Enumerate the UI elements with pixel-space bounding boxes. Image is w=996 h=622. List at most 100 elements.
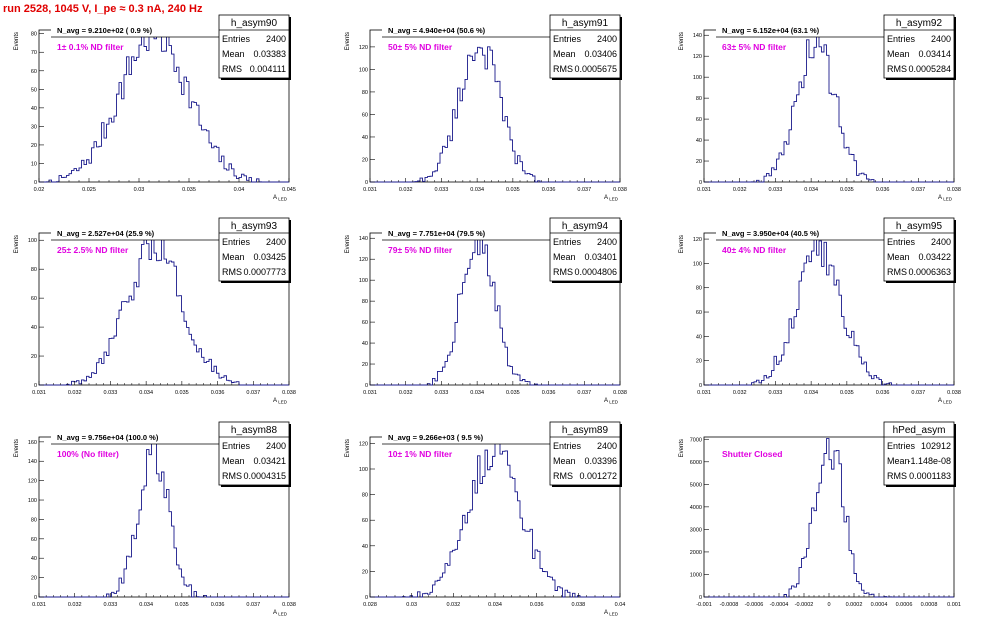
stats-rms-value: 0.0007773 — [243, 267, 286, 277]
x-axis-label: A LED — [604, 398, 619, 405]
y-tick-label: 60 — [696, 310, 702, 316]
x-tick-label: 0.038 — [282, 602, 296, 608]
x-tick-label: 0.032 — [68, 390, 82, 396]
stats-title: hPed_asym — [893, 425, 946, 436]
filter-annotation: 63± 5% ND filter — [722, 42, 787, 52]
y-tick-label: 40 — [362, 341, 368, 347]
panel-h_asym92: 0.031 0.032 0.033 0.034 0.035 0.036 0.037 0.038… — [679, 14, 961, 202]
y-axis-label: Events — [14, 235, 20, 253]
x-tick-label: 0.04 — [234, 187, 245, 193]
x-tick-label: 0.037 — [246, 602, 260, 608]
histogram-line — [39, 234, 289, 386]
y-tick-label: 60 — [31, 296, 37, 302]
y-tick-label: 100 — [28, 238, 37, 244]
stats-mean-value: -1.148e-08 — [907, 456, 951, 466]
y-tick-label: 80 — [31, 517, 37, 523]
y-tick-label: 30 — [31, 124, 37, 130]
x-tick-label: 0.0008 — [921, 602, 938, 608]
x-tick-label: 0.02 — [34, 187, 45, 193]
x-tick-label: 0.03 — [406, 602, 417, 608]
navg-box — [382, 432, 557, 444]
y-tick-label: 120 — [693, 237, 702, 243]
x-tick-label: 0.035 — [840, 187, 854, 193]
y-tick-label: 100 — [359, 278, 368, 284]
x-tick-label: 0.034 — [488, 602, 502, 608]
y-tick-label: 0 — [699, 180, 702, 186]
stats-entries-value: 2400 — [597, 441, 617, 451]
stats-entries-value: 102912 — [921, 441, 951, 451]
stats-mean-label: Mean — [887, 456, 910, 466]
x-tick-label: -0.001 — [696, 602, 712, 608]
x-tick-label: 0.035 — [182, 187, 196, 193]
filter-annotation: 1± 0.1% ND filter — [57, 42, 124, 52]
filter-annotation: 40± 4% ND filter — [722, 245, 787, 255]
x-tick-label: 0.037 — [911, 187, 925, 193]
x-tick-label: 0.001 — [947, 602, 961, 608]
y-tick-label: 0 — [365, 383, 368, 389]
x-tick-label: -0.0002 — [795, 602, 814, 608]
stats-rms-label: RMS — [887, 64, 907, 74]
stats-entries-label: Entries — [887, 441, 916, 451]
stats-rms-value: 0.0006363 — [908, 267, 951, 277]
x-tick-label: 0.037 — [246, 390, 260, 396]
y-tick-label: 120 — [693, 54, 702, 60]
stats-mean-label: Mean — [553, 49, 576, 59]
x-axis-label-subscript: LED — [942, 400, 953, 405]
y-tick-label: 3000 — [690, 527, 702, 533]
y-tick-label: 100 — [693, 75, 702, 81]
stats-box — [218, 14, 290, 79]
y-tick-label: 4000 — [690, 505, 702, 511]
navg-label: N_avg = 9.210e+02 ( 0.9 %) — [57, 26, 153, 35]
panel-h_asym93: 0.031 0.032 0.033 0.034 0.035 0.036 0.037 0.038… — [14, 217, 296, 405]
stats-mean-label: Mean — [222, 456, 245, 466]
x-tick-label: 0.031 — [32, 390, 46, 396]
stats-title: h_asym93 — [231, 221, 278, 232]
y-tick-label: 140 — [28, 459, 37, 465]
stats-rms-value: 0.004111 — [250, 64, 286, 74]
x-tick-label: 0.034 — [804, 390, 818, 396]
x-tick-label: 0.036 — [542, 187, 556, 193]
y-tick-label: 7000 — [690, 437, 702, 443]
y-tick-label: 2000 — [690, 550, 702, 556]
x-axis-label-subscript: LED — [942, 197, 953, 202]
x-axis-label: A LED — [273, 610, 288, 617]
x-axis-label-subscript: LED — [608, 400, 619, 405]
x-tick-label: 0.036 — [876, 390, 890, 396]
navg-box — [716, 25, 891, 37]
x-tick-label: 0.038 — [947, 390, 961, 396]
x-axis-label: A LED — [273, 195, 288, 202]
x-tick-label: 0.032 — [733, 187, 747, 193]
stats-box — [218, 217, 290, 282]
x-tick-label: 0.033 — [769, 187, 783, 193]
x-axis-label-subscript: LED — [277, 197, 288, 202]
x-tick-label: 0.036 — [542, 390, 556, 396]
y-tick-label: 40 — [696, 138, 702, 144]
x-tick-label: 0.031 — [363, 187, 377, 193]
stats-mean-label: Mean — [553, 456, 576, 466]
y-tick-label: 60 — [696, 117, 702, 123]
x-tick-label: 0.036 — [876, 187, 890, 193]
y-tick-label: 140 — [693, 33, 702, 39]
x-tick-label: 0.034 — [470, 187, 484, 193]
navg-label: N_avg = 6.152e+04 (63.1 %) — [722, 26, 820, 35]
y-tick-label: 40 — [362, 544, 368, 550]
y-tick-label: 0 — [365, 180, 368, 186]
y-tick-label: 20 — [362, 362, 368, 368]
stats-entries-value: 2400 — [266, 441, 286, 451]
x-axis-label: A LED — [604, 195, 619, 202]
stats-title: h_asym90 — [231, 18, 278, 29]
x-tick-label: 0.034 — [139, 602, 153, 608]
y-tick-label: 120 — [359, 257, 368, 263]
x-tick-label: 0.033 — [104, 602, 118, 608]
x-tick-label: 0.034 — [470, 390, 484, 396]
filter-annotation: Shutter Closed — [722, 449, 782, 459]
panel-h_asym94: 0.031 0.032 0.033 0.034 0.035 0.036 0.037 0.038… — [345, 217, 627, 405]
stats-box — [883, 14, 955, 79]
x-tick-label: 0.038 — [613, 187, 627, 193]
panel-h_asym91: 0.031 0.032 0.033 0.034 0.035 0.036 0.037 0.038… — [345, 14, 627, 202]
filter-annotation: 50± 5% ND filter — [388, 42, 453, 52]
navg-label: N_avg = 4.940e+04 (50.6 %) — [388, 26, 486, 35]
histogram-line — [370, 438, 620, 598]
